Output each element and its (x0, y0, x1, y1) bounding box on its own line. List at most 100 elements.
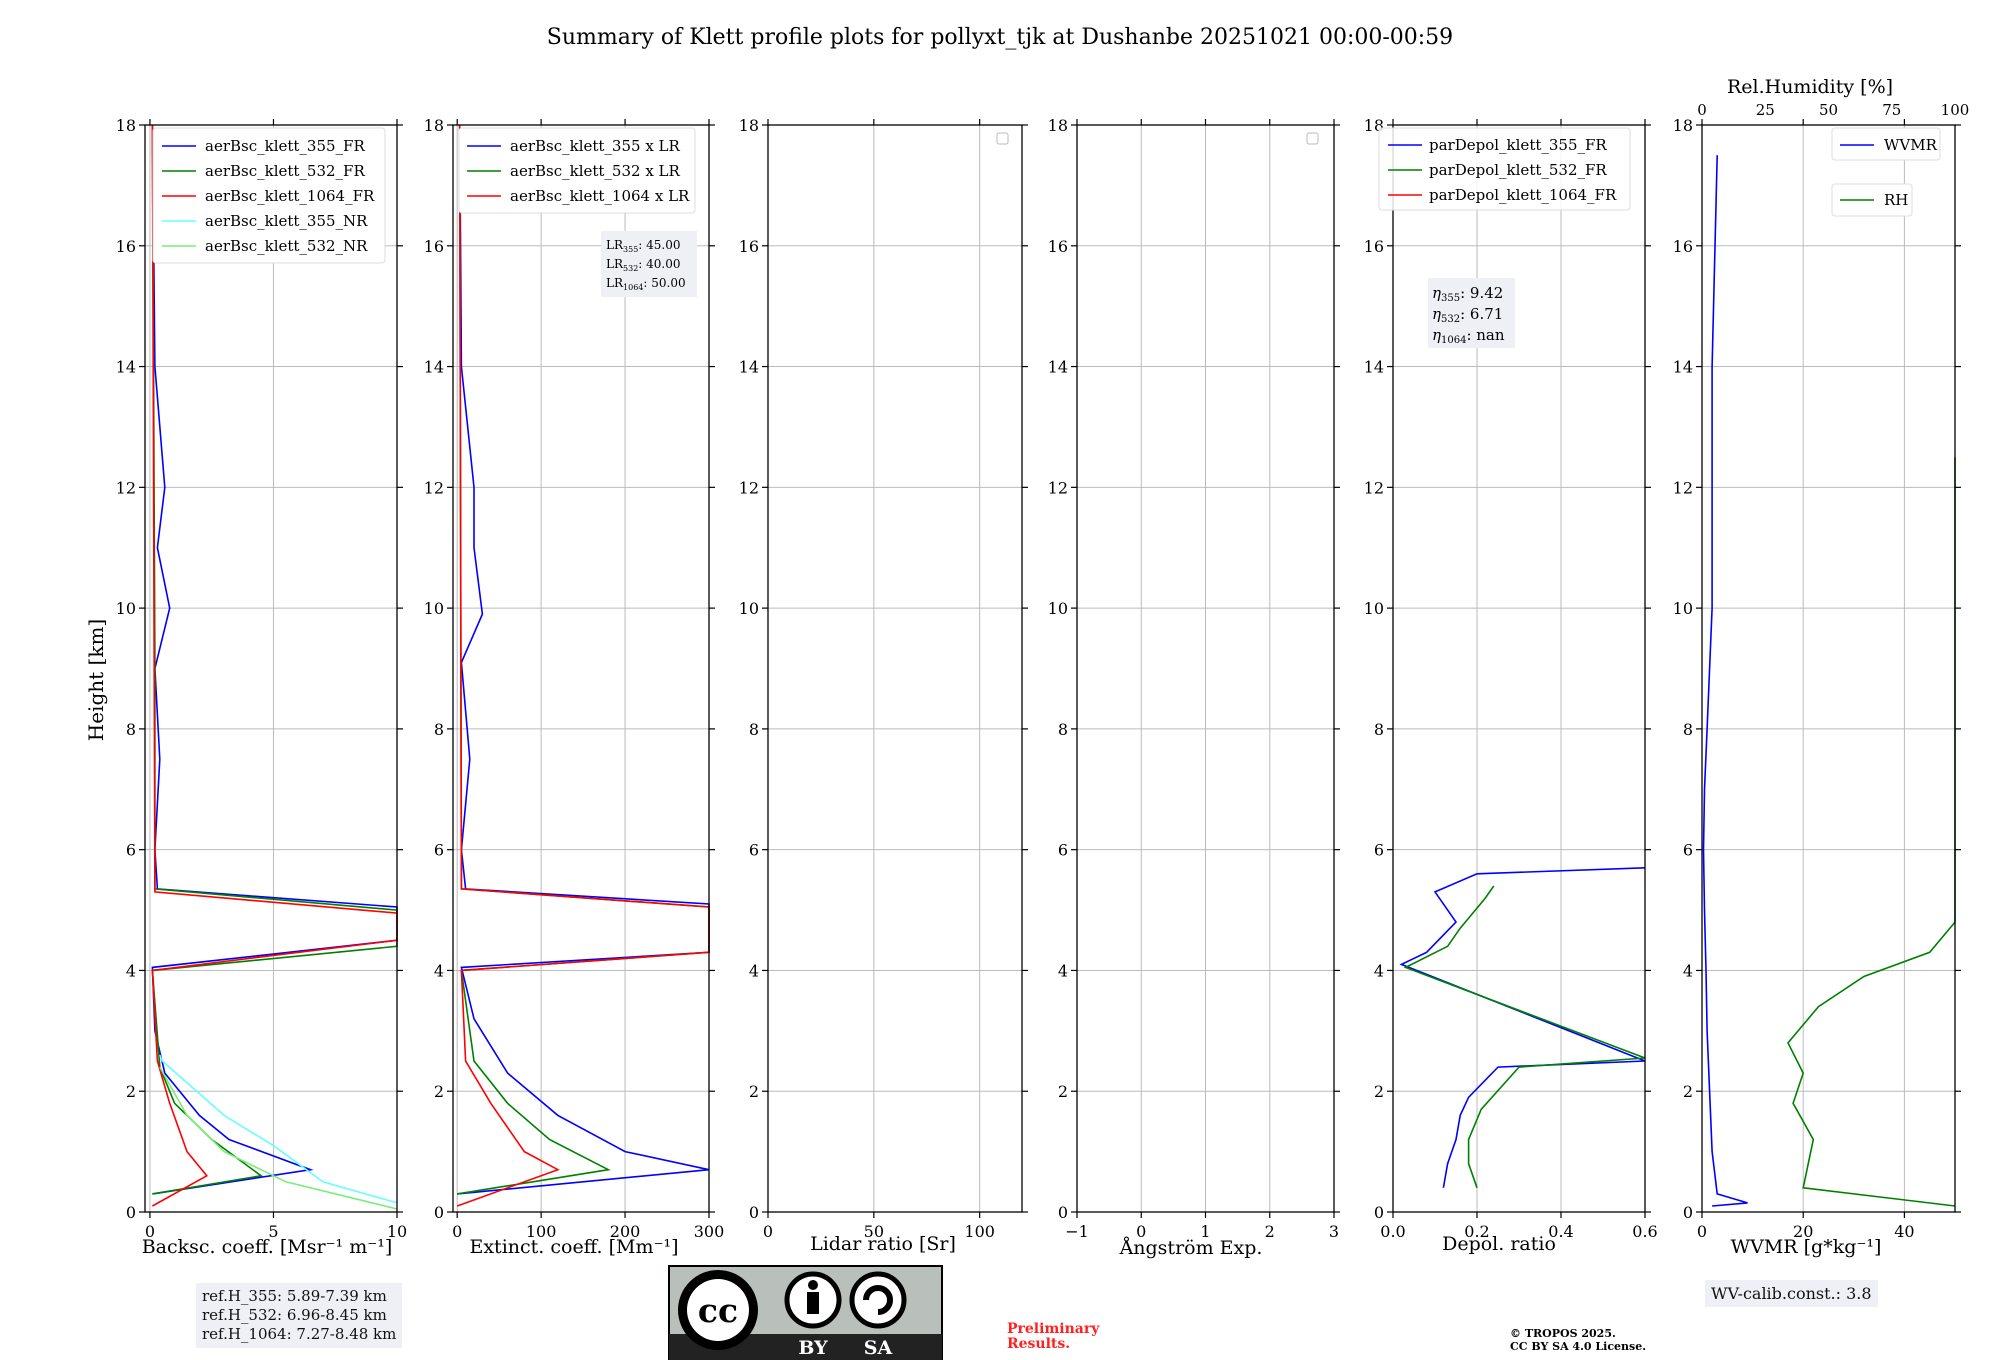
lidar-ratio-box: LR355: 45.00 LR532: 40.00 LR1064: 50.00 (601, 231, 697, 297)
legend-label: aerBsc_klett_1064_FR (205, 187, 375, 205)
series-line-WVMR (1702, 155, 1748, 1207)
x-tick-label: 3 (1329, 1222, 1339, 1241)
x-tick-label: 20 (1793, 1222, 1813, 1241)
x-tick-label: −1 (1065, 1222, 1089, 1241)
annotation-box (1428, 278, 1515, 348)
y-tick-label: 2 (126, 1082, 136, 1101)
y-tick-label: 0 (1683, 1203, 1693, 1222)
y-tick-label: 16 (739, 237, 759, 256)
y-tick-label: 2 (1058, 1082, 1068, 1101)
sa-circle-icon (849, 1271, 907, 1329)
legend-label: aerBsc_klett_355_FR (205, 137, 365, 155)
y-tick-label: 16 (116, 237, 136, 256)
x-tick-label: 0.6 (1632, 1222, 1657, 1241)
legend-label: parDepol_klett_532_FR (1429, 161, 1607, 179)
y-tick-label: 18 (1673, 116, 1693, 135)
height-axis-label: Height [km] (84, 619, 108, 741)
y-tick-label: 4 (1058, 961, 1068, 980)
y-tick-label: 16 (1364, 237, 1384, 256)
annotation-box (601, 231, 697, 297)
legend-label: parDepol_klett_355_FR (1429, 136, 1607, 154)
legend-box (152, 127, 386, 264)
rh-legend: RH (1831, 183, 1913, 217)
x-tick-label: 1 (1200, 1222, 1210, 1241)
license-sa: SA (864, 1337, 893, 1359)
y-tick-label: 14 (116, 358, 136, 377)
y-tick-label: 12 (116, 478, 136, 497)
by-head-icon (808, 1280, 818, 1290)
y-tick-label: 6 (1683, 841, 1693, 860)
y-tick-label: 10 (116, 599, 136, 618)
y-tick-label: 12 (424, 478, 444, 497)
y-tick-label: 2 (1683, 1082, 1693, 1101)
figure-title: Summary of Klett profile plots for polly… (547, 25, 1453, 50)
x-tick-label: 50 (864, 1222, 884, 1241)
x-tick-label: 0 (763, 1222, 773, 1241)
copyright-text: © TROPOS 2025. (1510, 1327, 1616, 1340)
x-tick-label: 0.2 (1464, 1222, 1489, 1241)
legend-label: aerBsc_klett_1064 x LR (510, 187, 690, 205)
x-tick-label: 0 (145, 1222, 155, 1241)
x-tick-label: 2 (1265, 1222, 1275, 1241)
lr-line: LR1064: 50.00 (606, 276, 686, 292)
y-tick-label: 4 (1374, 961, 1384, 980)
eta-line: η355: 9.42 (1432, 284, 1503, 304)
y-tick-label: 12 (1364, 478, 1384, 497)
x-tick-label: 100 (526, 1222, 557, 1241)
legend-label: aerBsc_klett_355_NR (205, 212, 368, 230)
lr-line: LR355: 45.00 (606, 238, 681, 254)
y-tick-label: 10 (1673, 599, 1693, 618)
wv-calibration-box: WV-calib.const.: 3.8 (1705, 1280, 1878, 1307)
y-tick-label: 6 (749, 841, 759, 860)
y-tick-label: 8 (749, 720, 759, 739)
y-tick-label: 12 (739, 478, 759, 497)
y-tick-label: 8 (1374, 720, 1384, 739)
y-tick-label: 14 (1048, 358, 1068, 377)
ref-height-1064: ref.H_1064: 7.27-8.48 km (202, 1325, 397, 1343)
license-by: BY (798, 1337, 828, 1359)
y-tick-label: 16 (424, 237, 444, 256)
y-tick-label: 6 (434, 841, 444, 860)
series-line-aerBsc-klett-532-FR (151, 124, 398, 1195)
by-body-icon (807, 1292, 819, 1314)
legend-label: parDepol_klett_1064_FR (1429, 186, 1617, 204)
y-tick-label: 14 (739, 358, 759, 377)
y-tick-label: 6 (1058, 841, 1068, 860)
preliminary-text: Results. (1007, 1336, 1070, 1352)
cc-letters-icon: cc (698, 1291, 738, 1330)
y-tick-label: 14 (1364, 358, 1384, 377)
y-tick-label: 0 (1058, 1203, 1068, 1222)
sa-arrow-icon (863, 1285, 893, 1315)
x-tick-label: 0 (452, 1222, 462, 1241)
y-tick-label: 10 (1364, 599, 1384, 618)
eta-box: η355: 9.42 η532: 6.71 η1064: nan (1428, 278, 1515, 348)
extinction-legend: aerBsc_klett_355 x LR aerBsc_klett_532 x… (458, 127, 696, 214)
y-tick-label: 4 (126, 961, 136, 980)
empty-legend-marker (1306, 132, 1319, 145)
depol-xlabel: Depol. ratio (1442, 1233, 1556, 1255)
axes-frame (1701, 124, 1956, 1213)
y-tick-label: 8 (126, 720, 136, 739)
y-tick-label: 4 (434, 961, 444, 980)
x-tick-label: 100 (964, 1222, 995, 1241)
x-tick-label: 0.0 (1380, 1222, 1405, 1241)
eta-line: η532: 6.71 (1432, 305, 1503, 325)
legend-label: aerBsc_klett_532_FR (205, 162, 365, 180)
y-tick-label: 18 (424, 116, 444, 135)
wvmr-xlabel: WVMR [g*kg⁻¹] (1731, 1236, 1882, 1258)
x-tick-label: 0.4 (1548, 1222, 1573, 1241)
lidar-ratio-xlabel: Lidar ratio [Sr] (810, 1233, 956, 1255)
y-tick-label: 14 (424, 358, 444, 377)
y-tick-label: 14 (1673, 358, 1693, 377)
axes-frame (767, 124, 1023, 1213)
series-line-RH (1787, 457, 1956, 1207)
x2-tick-label: 25 (1756, 101, 1775, 119)
backscatter-legend: aerBsc_klett_355_FR aerBsc_klett_532_FR … (152, 127, 386, 264)
series-line-aerBsc-klett-1064-FR (151, 124, 398, 1207)
legend-label: aerBsc_klett_355 x LR (510, 137, 681, 155)
y-tick-label: 18 (739, 116, 759, 135)
empty-legend-marker (996, 132, 1009, 145)
